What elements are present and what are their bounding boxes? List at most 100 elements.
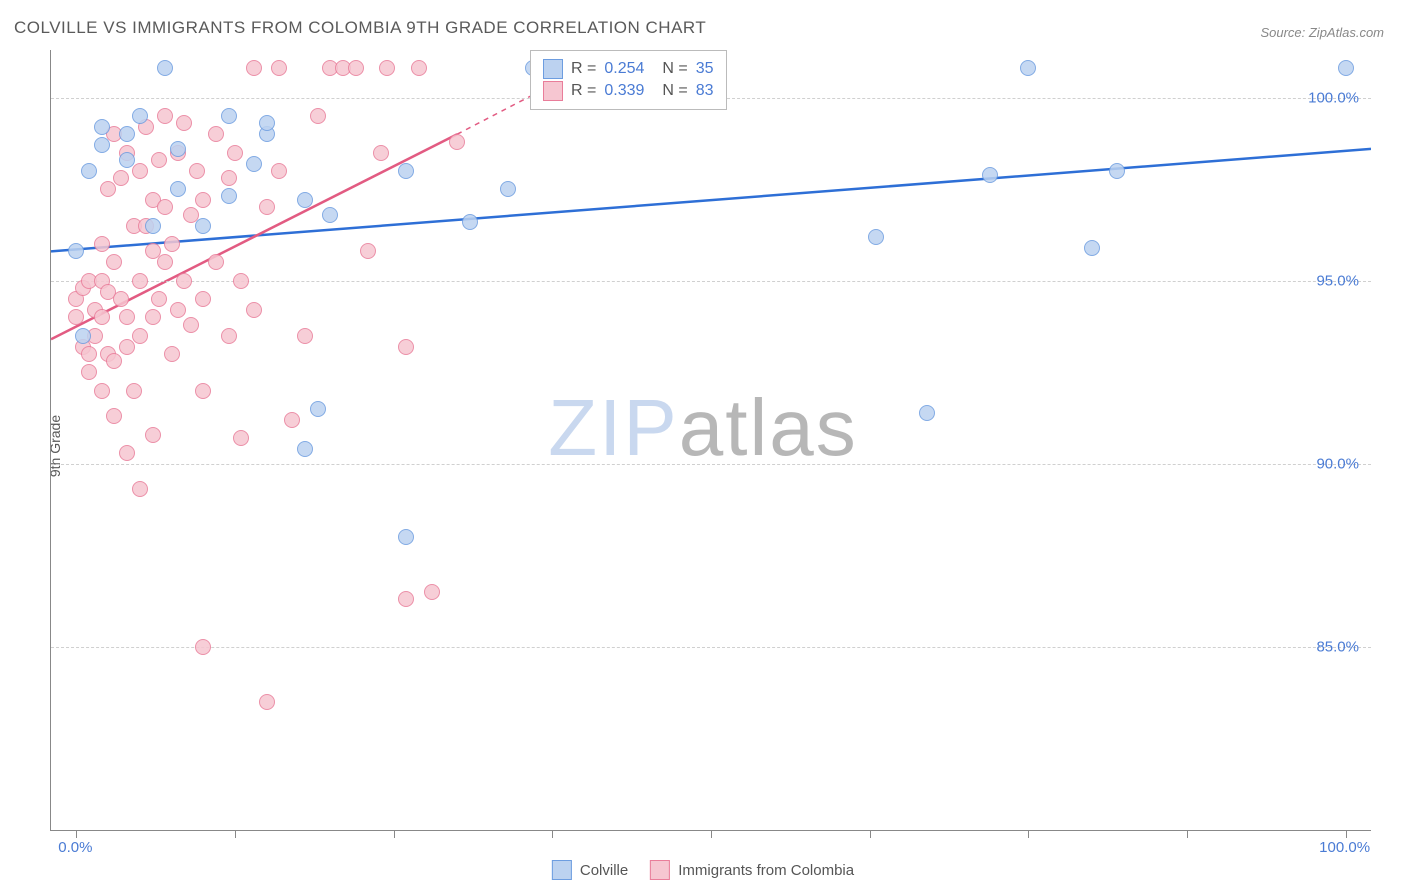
legend-label-colville: Colville (580, 862, 628, 879)
data-point (195, 383, 211, 399)
data-point (227, 145, 243, 161)
data-point (176, 115, 192, 131)
data-point (100, 181, 116, 197)
legend-row-colville: R = 0.254 N = 35 (543, 59, 714, 79)
data-point (145, 218, 161, 234)
y-tick-label: 95.0% (1316, 272, 1359, 289)
data-point (246, 156, 262, 172)
series-legend: Colville Immigrants from Colombia (552, 860, 854, 880)
data-point (322, 207, 338, 223)
r-label: R = (571, 82, 596, 100)
data-point (68, 243, 84, 259)
data-point (310, 401, 326, 417)
data-point (259, 199, 275, 215)
data-point (170, 141, 186, 157)
data-point (208, 254, 224, 270)
data-point (157, 254, 173, 270)
x-tick (394, 830, 395, 838)
data-point (373, 145, 389, 161)
r-value-colombia: 0.339 (604, 82, 644, 100)
y-tick-label: 90.0% (1316, 455, 1359, 472)
data-point (119, 152, 135, 168)
n-label: N = (662, 82, 687, 100)
gridline (51, 647, 1371, 648)
swatch-colville (543, 59, 563, 79)
data-point (126, 383, 142, 399)
data-point (449, 134, 465, 150)
data-point (183, 317, 199, 333)
data-point (1109, 163, 1125, 179)
swatch-colombia (543, 81, 563, 101)
data-point (424, 584, 440, 600)
legend-label-colombia: Immigrants from Colombia (678, 862, 854, 879)
x-tick-label: 0.0% (58, 839, 92, 856)
data-point (271, 60, 287, 76)
data-point (157, 60, 173, 76)
gridline (51, 464, 1371, 465)
correlation-legend: R = 0.254 N = 35 R = 0.339 N = 83 (530, 50, 727, 110)
data-point (195, 291, 211, 307)
n-value-colville: 35 (696, 60, 714, 78)
data-point (164, 236, 180, 252)
data-point (246, 302, 262, 318)
data-point (233, 273, 249, 289)
data-point (1084, 240, 1100, 256)
data-point (398, 339, 414, 355)
data-point (151, 291, 167, 307)
x-tick (1187, 830, 1188, 838)
data-point (208, 126, 224, 142)
data-point (271, 163, 287, 179)
data-point (360, 243, 376, 259)
data-point (106, 254, 122, 270)
data-point (398, 529, 414, 545)
data-point (221, 328, 237, 344)
data-point (462, 214, 478, 230)
data-point (310, 108, 326, 124)
data-point (132, 328, 148, 344)
data-point (297, 328, 313, 344)
data-point (75, 328, 91, 344)
swatch-colombia (650, 860, 670, 880)
x-tick (1028, 830, 1029, 838)
data-point (195, 639, 211, 655)
data-point (233, 430, 249, 446)
data-point (94, 309, 110, 325)
legend-row-colombia: R = 0.339 N = 83 (543, 81, 714, 101)
x-tick-label: 100.0% (1319, 839, 1370, 856)
r-value-colville: 0.254 (604, 60, 644, 78)
data-point (411, 60, 427, 76)
source-citation: Source: ZipAtlas.com (1260, 25, 1384, 40)
data-point (919, 405, 935, 421)
data-point (151, 152, 167, 168)
x-tick (235, 830, 236, 838)
data-point (106, 408, 122, 424)
data-point (164, 346, 180, 362)
data-point (1338, 60, 1354, 76)
data-point (398, 163, 414, 179)
data-point (221, 108, 237, 124)
data-point (68, 309, 84, 325)
y-tick-label: 100.0% (1308, 89, 1359, 106)
data-point (348, 60, 364, 76)
data-point (119, 445, 135, 461)
data-point (113, 291, 129, 307)
legend-item-colombia: Immigrants from Colombia (650, 860, 854, 880)
y-tick-label: 85.0% (1316, 638, 1359, 655)
x-tick (76, 830, 77, 838)
data-point (500, 181, 516, 197)
chart-title: COLVILLE VS IMMIGRANTS FROM COLOMBIA 9TH… (14, 18, 706, 38)
x-tick (1346, 830, 1347, 838)
data-point (145, 309, 161, 325)
data-point (189, 163, 205, 179)
data-point (195, 192, 211, 208)
swatch-colville (552, 860, 572, 880)
data-point (119, 309, 135, 325)
data-point (94, 119, 110, 135)
data-point (259, 694, 275, 710)
data-point (982, 167, 998, 183)
data-point (398, 591, 414, 607)
data-point (132, 481, 148, 497)
data-point (259, 115, 275, 131)
data-point (170, 302, 186, 318)
data-point (106, 353, 122, 369)
